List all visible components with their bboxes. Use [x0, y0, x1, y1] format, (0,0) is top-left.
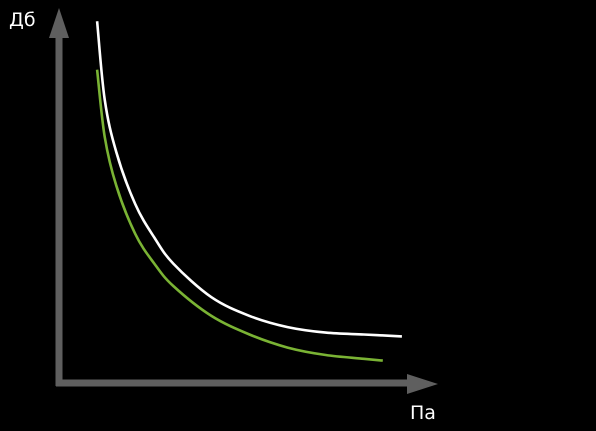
x-axis-arrow	[407, 374, 438, 394]
x-axis-label: Па	[410, 402, 436, 424]
y-axis	[49, 8, 69, 386]
y-axis-label: Дб	[9, 9, 36, 31]
x-axis	[56, 374, 438, 394]
series-line-lower	[95, 69, 383, 362]
series-line-upper	[95, 21, 402, 338]
y-axis-arrow	[49, 8, 69, 38]
curves-layer	[95, 21, 402, 362]
